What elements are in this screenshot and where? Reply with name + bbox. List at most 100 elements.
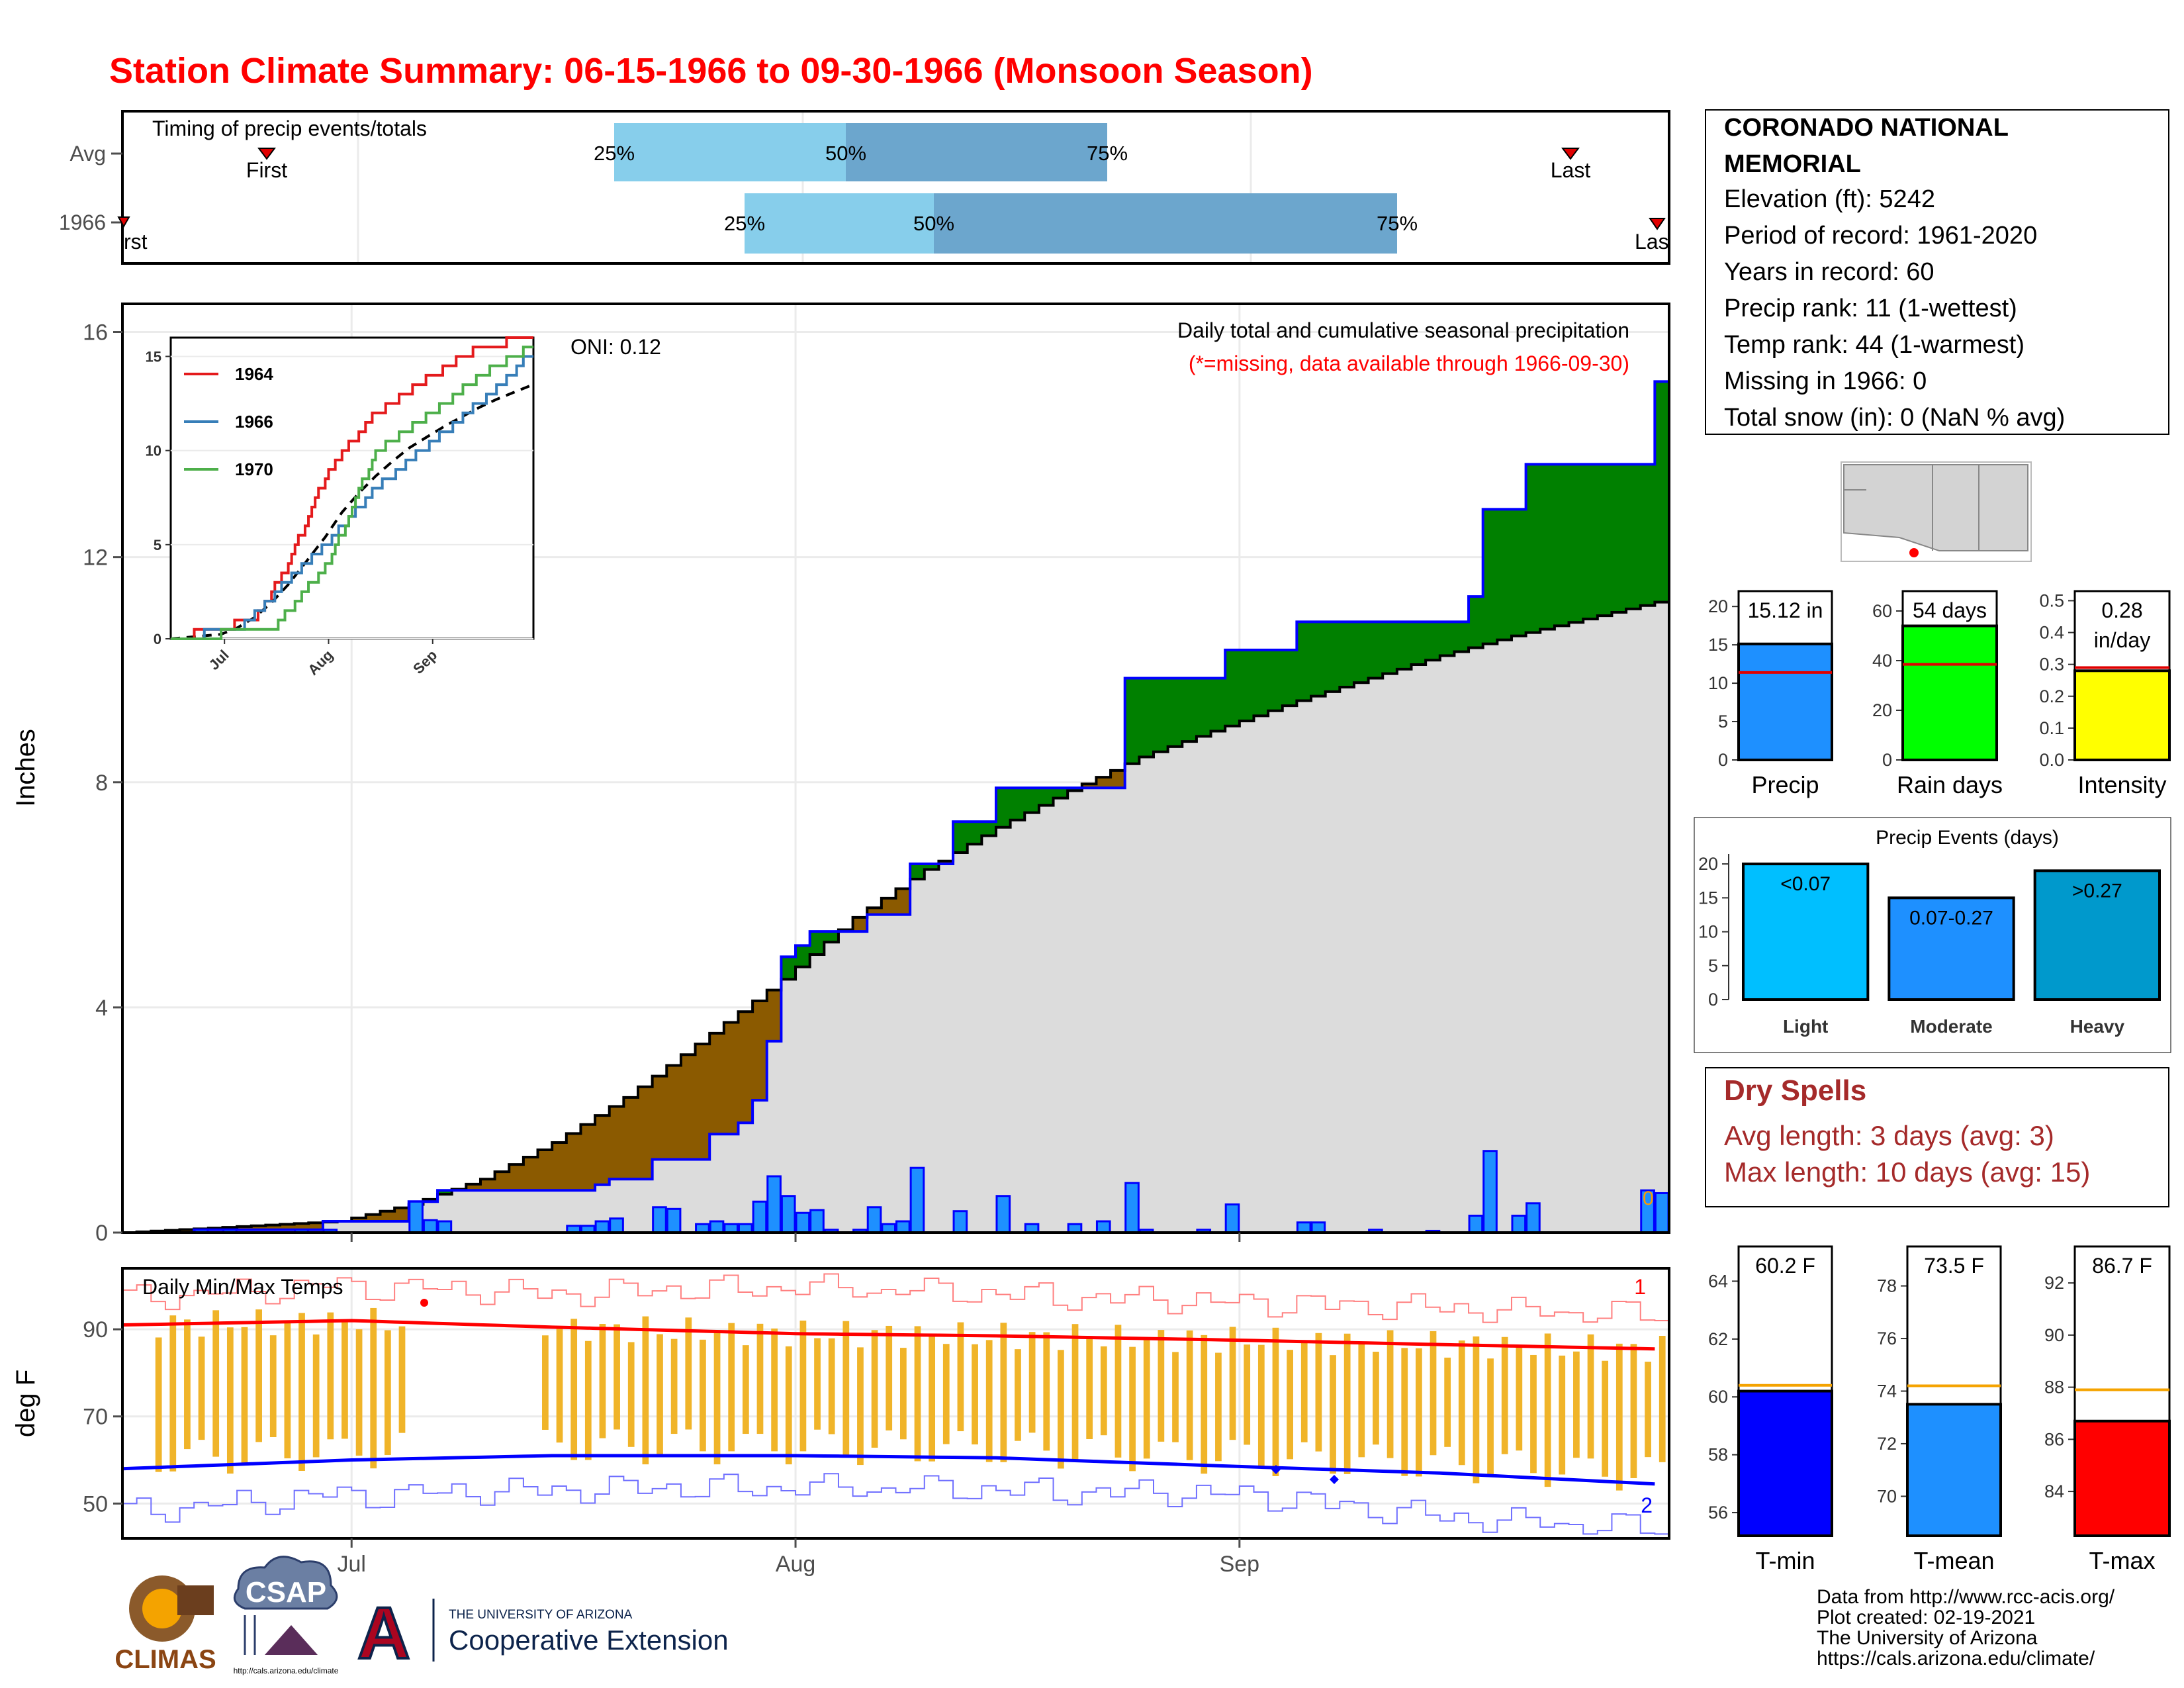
ua-logo-big: Cooperative Extension	[449, 1624, 729, 1656]
raindays-summary-frame	[1901, 590, 1998, 761]
x-tick-label: Jul	[337, 1552, 365, 1577]
inset-legend-1966: 1966	[235, 412, 273, 432]
daily-precip-bar	[1482, 1150, 1498, 1234]
inset-frame	[169, 336, 535, 640]
daily-temp-bar	[370, 1307, 377, 1469]
yr-q25-label: 25%	[724, 212, 765, 235]
daily-precip-bar	[709, 1220, 725, 1234]
daily-temp-bar	[1272, 1327, 1279, 1476]
intensity-summary-y-tick-label: 0.5	[2039, 590, 2064, 610]
oni-value: ONI: 0.12	[570, 335, 661, 359]
events-y-tick-label: 20	[1698, 854, 1718, 874]
precip-summary-y-tick-label: 5	[1718, 712, 1728, 731]
credits-line2: Plot created: 02-19-2021	[1817, 1607, 2035, 1628]
daily-temp-bar	[1028, 1332, 1036, 1433]
daily-temp-bar	[828, 1338, 835, 1434]
x-tick-label: Sep	[1220, 1552, 1260, 1577]
station-temp-rank: Temp rank: 44 (1-warmest)	[1724, 331, 2025, 359]
daily-temp-bar	[957, 1322, 964, 1432]
temp-panel-title: Daily Min/Max Temps	[142, 1275, 343, 1299]
daily-temp-bar	[1015, 1349, 1021, 1441]
precip-summary-y-tick-label: 20	[1708, 596, 1728, 616]
record-min-count: 2	[1641, 1493, 1653, 1517]
daily-temp-bar	[756, 1323, 764, 1434]
daily-temp-bar	[1358, 1342, 1365, 1458]
intensity-summary-bar	[2073, 669, 2171, 761]
tmin-summary-frame	[1737, 1245, 1833, 1537]
map-region	[1843, 464, 2028, 551]
tmax-summary-label: T-max	[2089, 1547, 2155, 1574]
temp-y-tick-label: 90	[83, 1317, 108, 1342]
yr-q50-q75-bar	[934, 193, 1397, 254]
avg-q50-label: 50%	[825, 142, 866, 165]
daily-temp-bar	[570, 1319, 578, 1460]
precip-summary-value-text: 15.12 in	[1748, 598, 1823, 622]
daily-temp-bar	[542, 1335, 549, 1430]
station-period: Period of record: 1961-2020	[1724, 222, 2037, 250]
events-bar-light	[1742, 863, 1870, 1001]
credits-line3: The University of Arizona	[1817, 1627, 2038, 1649]
csap-logo: CSAP http://cals.arizona.edu/climate	[233, 1556, 339, 1675]
inset-y-tick-label: 15	[146, 348, 161, 365]
daily-temp-bar	[899, 1348, 907, 1440]
daily-temp-bar	[1330, 1355, 1336, 1474]
daily-temp-bar	[184, 1319, 191, 1450]
precip-y-label: Inches	[11, 729, 40, 807]
yr-last-marker	[1649, 218, 1666, 230]
tmin-summary-bar	[1737, 1389, 1833, 1537]
daily-temp-bar	[298, 1313, 305, 1471]
locator-map	[1841, 461, 2032, 562]
avg-last-marker	[1561, 148, 1580, 160]
daily-precip-bar	[422, 1219, 438, 1234]
tmean-summary-y-tick-label: 76	[1877, 1329, 1897, 1348]
daily-temp-bar	[886, 1325, 893, 1430]
daily-temp-bar	[327, 1312, 334, 1440]
daily-temp-bar	[942, 1344, 950, 1444]
daily-temp-bar	[1544, 1333, 1551, 1487]
daily-temp-bar	[771, 1328, 778, 1452]
daily-temp-bar	[198, 1336, 205, 1440]
daily-temp-bar	[1387, 1330, 1394, 1458]
daily-temp-bar	[1415, 1348, 1422, 1477]
daily-temp-bar	[742, 1345, 749, 1434]
events-title: Precip Events (days)	[1876, 827, 2059, 849]
record-low-marker-2	[1330, 1475, 1339, 1484]
daily-temp-bar	[1516, 1346, 1523, 1451]
tmean-summary-frame	[1906, 1245, 2002, 1537]
temp-y-label: deg F	[11, 1370, 40, 1437]
daily-precip-bar	[1124, 1182, 1140, 1234]
precip-summary-bar	[1737, 642, 1833, 762]
tmax-summary-y-tick-label: 90	[2044, 1325, 2064, 1345]
daily-precip-bar	[952, 1210, 968, 1234]
daily-precip-bar	[437, 1220, 453, 1234]
events-y-tick-label: 0	[1708, 990, 1718, 1009]
climatology-area	[122, 602, 1669, 1233]
daily-temp-bar	[398, 1326, 406, 1433]
avg-first-label: First	[246, 158, 287, 182]
events-y-tick-label: 10	[1698, 922, 1718, 942]
events-category-label: Moderate	[1910, 1016, 1992, 1037]
daily-temp-bar	[1000, 1323, 1007, 1462]
tmax-summary-y-tick-label: 88	[2044, 1378, 2064, 1397]
daily-temp-bar	[255, 1309, 262, 1442]
raindays-summary-y-tick-label: 0	[1882, 750, 1892, 770]
tmin-summary-value-text: 60.2 F	[1755, 1254, 1815, 1278]
csap-cloud	[233, 1556, 338, 1610]
csap-url: http://cals.arizona.edu/climate	[234, 1666, 339, 1675]
precip-summary-y-tick-label: 0	[1718, 750, 1728, 770]
precip-top-marker: 0	[1643, 1188, 1654, 1209]
dry-spells-title: Dry Spells	[1724, 1074, 1866, 1107]
daily-temp-bar	[670, 1338, 678, 1434]
tmean-summary-y-tick-label: 70	[1877, 1486, 1897, 1506]
temp-panel-bg	[122, 1268, 1669, 1538]
daily-temp-bar	[871, 1330, 878, 1448]
daily-temp-bar	[1501, 1336, 1508, 1454]
precip-y-tick-label: 8	[95, 771, 108, 796]
intensity-summary-frame	[2073, 590, 2171, 761]
daily-temp-bar	[212, 1310, 220, 1457]
dry-spells-max: Max length: 10 days (avg: 15)	[1724, 1156, 2090, 1188]
yr-q50-label: 50%	[913, 212, 954, 235]
daily-temp-bar	[785, 1346, 792, 1465]
temp-y-tick-label: 50	[83, 1491, 108, 1517]
